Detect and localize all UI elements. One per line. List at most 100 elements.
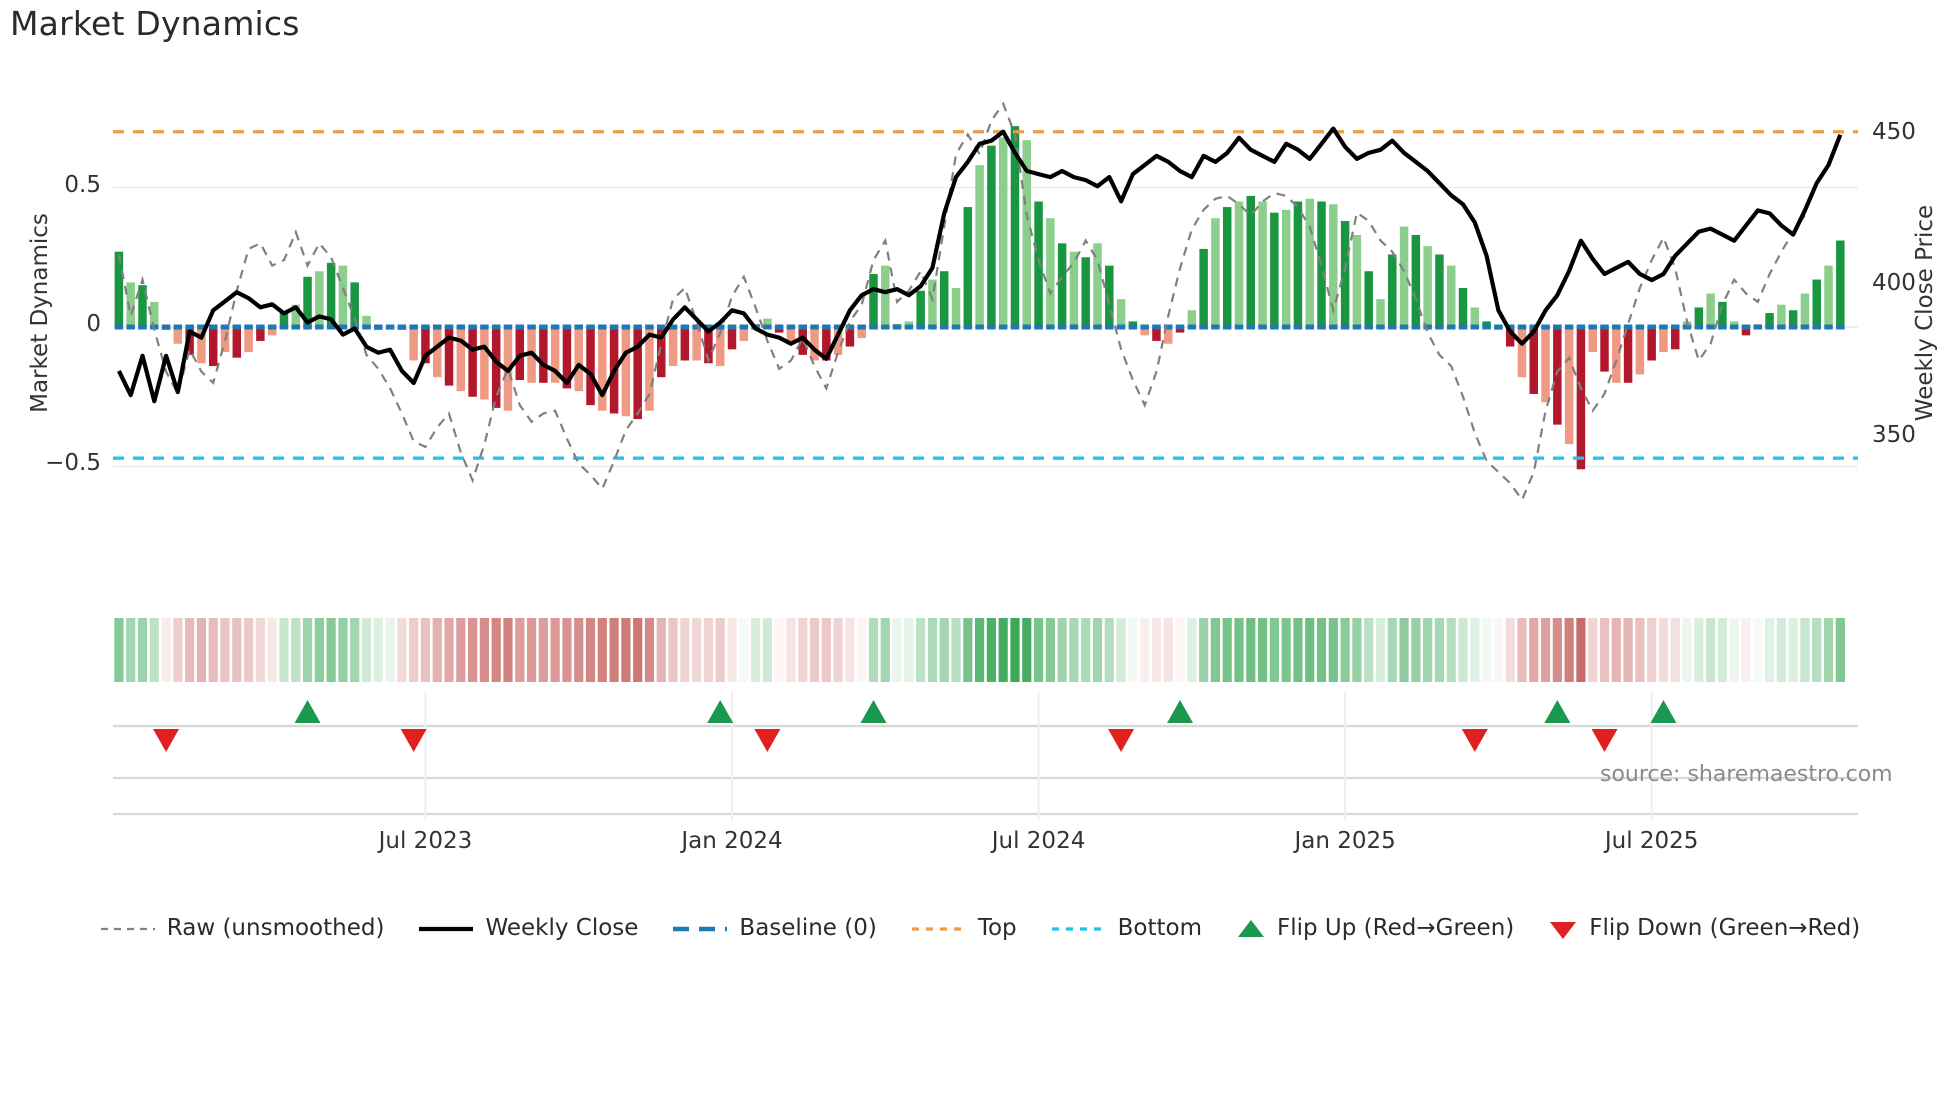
market-dynamics-bar	[1600, 327, 1609, 372]
y-axis-tick-left: 0.5	[64, 171, 101, 198]
market-dynamics-bar	[1777, 304, 1786, 327]
legend-item[interactable]: Flip Up (Red→Green)	[1236, 915, 1514, 941]
market-dynamics-bar	[1458, 287, 1468, 327]
market-dynamics-bar	[1364, 271, 1373, 327]
flip-up-marker	[1650, 700, 1677, 723]
heat-cell	[1576, 618, 1586, 682]
heat-cell	[526, 618, 537, 682]
x-axis-tick: Jan 2024	[681, 828, 783, 854]
market-dynamics-bar	[1659, 327, 1668, 353]
flip-up-marker	[294, 700, 321, 723]
legend-item[interactable]: Bottom	[1051, 915, 1202, 941]
heat-cell	[149, 618, 159, 682]
heat-cell	[1423, 618, 1433, 682]
legend-label: Raw (unsmoothed)	[166, 915, 385, 941]
market-dynamics-bar	[928, 279, 937, 327]
market-dynamics-bar	[715, 327, 725, 367]
market-dynamics-bar	[1517, 327, 1527, 378]
heat-cell	[975, 618, 985, 682]
market-dynamics-bar	[1553, 327, 1562, 425]
flip-up-marker	[1544, 700, 1571, 723]
heat-cell	[1458, 618, 1468, 682]
market-dynamics-bar	[1116, 299, 1126, 327]
market-dynamics-bar	[904, 321, 914, 327]
market-dynamics-bar	[1340, 221, 1350, 327]
heat-cell	[762, 618, 772, 682]
heat-cell	[750, 618, 761, 682]
heat-cell	[1033, 618, 1044, 682]
heat-cell	[1246, 618, 1256, 682]
heat-cell	[1694, 618, 1704, 682]
heat-cell	[255, 618, 265, 682]
heat-cell	[515, 618, 525, 682]
market-dynamics-bar	[1836, 240, 1845, 327]
legend-item[interactable]: Flip Down (Green→Red)	[1548, 915, 1860, 941]
heat-cell	[550, 618, 560, 682]
heat-cell	[868, 618, 879, 682]
y-axis-tick-left: −0.5	[45, 450, 101, 477]
heat-cell	[1753, 618, 1763, 682]
heat-cell	[1835, 618, 1845, 682]
heat-cell	[373, 618, 383, 682]
heat-cell	[314, 618, 324, 682]
market-dynamics-bar	[1435, 254, 1444, 327]
market-dynamics-bar	[833, 327, 843, 355]
legend-label: Top	[977, 915, 1017, 941]
flip-down-marker	[1461, 729, 1488, 752]
market-dynamics-bar	[456, 327, 466, 392]
market-dynamics-bar	[550, 327, 560, 383]
heat-cell	[1116, 618, 1126, 682]
legend-item[interactable]: Weekly Close	[418, 915, 638, 941]
heat-cell	[232, 618, 242, 682]
heat-cell	[1092, 618, 1103, 682]
heat-cell	[845, 618, 855, 682]
heat-cell	[1199, 618, 1209, 682]
legend-item[interactable]: Baseline (0)	[672, 915, 877, 941]
market-dynamics-bar	[1706, 293, 1715, 327]
legend-label: Weekly Close	[485, 915, 639, 941]
market-dynamics-bar	[1411, 234, 1421, 327]
market-dynamics-bar	[1022, 140, 1032, 327]
market-dynamics-bar	[515, 327, 525, 380]
market-dynamics-bar	[774, 327, 784, 333]
market-dynamics-bar	[1140, 327, 1149, 336]
market-dynamics-bar	[1057, 243, 1067, 327]
heat-cell	[397, 618, 407, 682]
market-dynamics-bar	[1564, 327, 1574, 445]
market-dynamics-bar	[326, 262, 336, 327]
heat-cell	[821, 618, 831, 682]
market-dynamics-bar	[869, 274, 878, 327]
heat-cell	[644, 618, 655, 682]
market-dynamics-bar	[1470, 307, 1480, 327]
market-dynamics-bar	[303, 276, 312, 327]
heat-cell	[338, 618, 348, 682]
legend-item[interactable]: Top	[911, 915, 1017, 941]
heat-cell	[1741, 618, 1751, 682]
flip-up-marker	[707, 700, 734, 723]
heat-cell	[491, 618, 501, 682]
heat-cell	[1057, 618, 1067, 682]
market-dynamics-bar	[1718, 301, 1727, 327]
market-dynamics-bar	[1541, 327, 1550, 403]
legend-label: Baseline (0)	[739, 915, 877, 941]
market-dynamics-bar	[1482, 321, 1491, 327]
weekly-close-line	[117, 126, 1843, 404]
market-dynamics-bar	[1046, 218, 1055, 327]
heat-cell	[1776, 618, 1786, 682]
chart-legend: Raw (unsmoothed) Weekly Close Baseline (0)…	[0, 915, 1960, 941]
heat-cell	[326, 618, 336, 682]
heat-cell	[1493, 618, 1503, 682]
market-dynamics-bar	[208, 327, 218, 367]
market-dynamics-bar	[432, 327, 442, 378]
heat-cell	[456, 618, 466, 682]
legend-item[interactable]: Raw (unsmoothed)	[100, 915, 385, 941]
legend-line-swatch	[672, 918, 728, 938]
heat-cell	[998, 618, 1008, 682]
legend-line-swatch	[1051, 918, 1107, 938]
heat-cell	[833, 618, 843, 682]
heat-cell	[1081, 618, 1091, 682]
market-dynamics-bar	[562, 327, 572, 389]
market-dynamics-bar	[598, 327, 607, 411]
heat-cell	[385, 618, 395, 682]
market-dynamics-bar	[480, 327, 489, 400]
